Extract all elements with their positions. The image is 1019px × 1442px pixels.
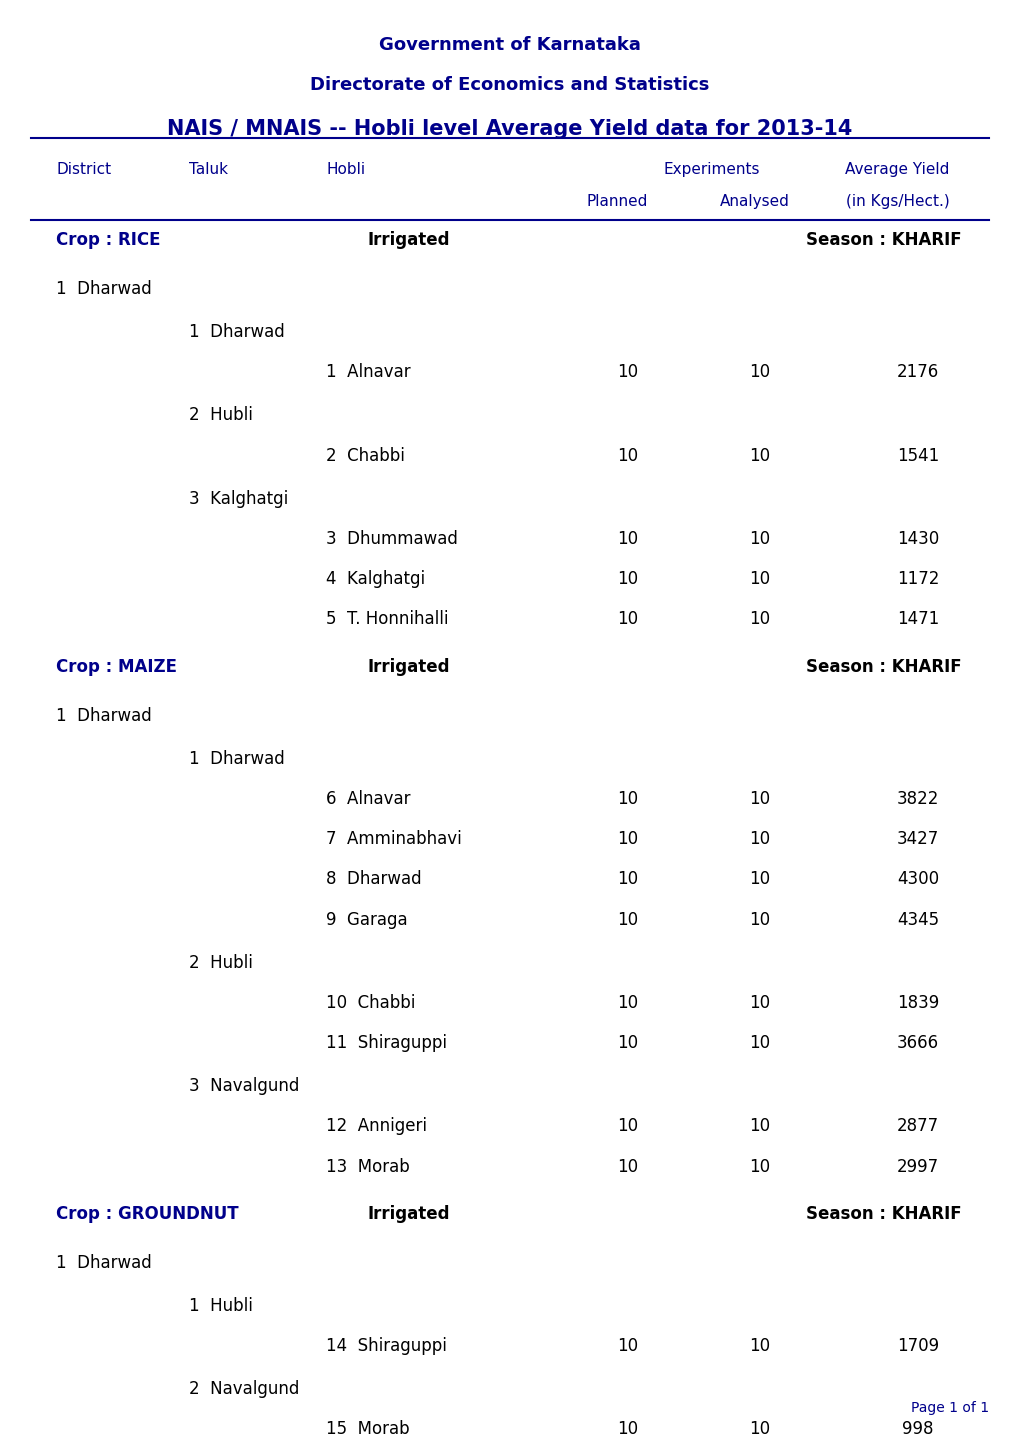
Text: 1172: 1172 (896, 570, 938, 588)
Text: Average Yield: Average Yield (845, 163, 949, 177)
Text: 12  Annigeri: 12 Annigeri (326, 1118, 427, 1135)
Text: 1709: 1709 (896, 1337, 938, 1355)
Text: 1  Hubli: 1 Hubli (189, 1296, 253, 1315)
Text: 9  Garaga: 9 Garaga (326, 910, 408, 929)
Text: 10: 10 (616, 447, 637, 464)
Text: 10: 10 (749, 531, 769, 548)
Text: Government of Karnataka: Government of Karnataka (379, 36, 640, 53)
Text: 1  Dharwad: 1 Dharwad (189, 323, 284, 342)
Text: Directorate of Economics and Statistics: Directorate of Economics and Statistics (310, 76, 709, 94)
Text: 10: 10 (749, 570, 769, 588)
Text: 3427: 3427 (896, 831, 938, 848)
Text: 10: 10 (749, 1420, 769, 1439)
Text: 5  T. Honnihalli: 5 T. Honnihalli (326, 610, 448, 629)
Text: Season : KHARIF: Season : KHARIF (805, 658, 961, 676)
Text: Irrigated: Irrigated (367, 658, 449, 676)
Text: 10: 10 (749, 1034, 769, 1053)
Text: 4345: 4345 (896, 910, 938, 929)
Text: 8  Dharwad: 8 Dharwad (326, 871, 422, 888)
Text: 10: 10 (749, 790, 769, 808)
Text: 10: 10 (616, 1034, 637, 1053)
Text: 1  Dharwad: 1 Dharwad (56, 280, 152, 298)
Text: 3666: 3666 (896, 1034, 938, 1053)
Text: 2176: 2176 (896, 363, 938, 381)
Text: 11  Shiraguppi: 11 Shiraguppi (326, 1034, 447, 1053)
Text: Hobli: Hobli (326, 163, 365, 177)
Text: 10: 10 (749, 610, 769, 629)
Text: 10: 10 (616, 790, 637, 808)
Text: 3  Navalgund: 3 Navalgund (189, 1077, 299, 1094)
Text: 10: 10 (749, 871, 769, 888)
Text: 6  Alnavar: 6 Alnavar (326, 790, 411, 808)
Text: Taluk: Taluk (189, 163, 227, 177)
Text: 10: 10 (616, 610, 637, 629)
Text: District: District (56, 163, 111, 177)
Text: 10  Chabbi: 10 Chabbi (326, 994, 416, 1012)
Text: 10: 10 (749, 363, 769, 381)
Text: Page 1 of 1: Page 1 of 1 (910, 1400, 988, 1415)
Text: 10: 10 (749, 447, 769, 464)
Text: 10: 10 (616, 1158, 637, 1175)
Text: 2  Hubli: 2 Hubli (189, 407, 253, 424)
Text: 7  Amminabhavi: 7 Amminabhavi (326, 831, 462, 848)
Text: 10: 10 (616, 994, 637, 1012)
Text: 1  Dharwad: 1 Dharwad (56, 707, 152, 725)
Text: 10: 10 (749, 1118, 769, 1135)
Text: 2  Navalgund: 2 Navalgund (189, 1380, 299, 1399)
Text: 14  Shiraguppi: 14 Shiraguppi (326, 1337, 447, 1355)
Text: 1  Dharwad: 1 Dharwad (56, 1253, 152, 1272)
Text: Season : KHARIF: Season : KHARIF (805, 1206, 961, 1223)
Text: Planned: Planned (586, 193, 647, 209)
Text: Crop : MAIZE: Crop : MAIZE (56, 658, 177, 676)
Text: 10: 10 (749, 1337, 769, 1355)
Text: 1  Alnavar: 1 Alnavar (326, 363, 411, 381)
Text: 4300: 4300 (896, 871, 938, 888)
Text: 10: 10 (749, 831, 769, 848)
Text: 1430: 1430 (896, 531, 938, 548)
Text: 3  Dhummawad: 3 Dhummawad (326, 531, 458, 548)
Text: 1  Dharwad: 1 Dharwad (189, 750, 284, 767)
Text: Crop : RICE: Crop : RICE (56, 231, 160, 249)
Text: 1541: 1541 (896, 447, 938, 464)
Text: 2  Hubli: 2 Hubli (189, 953, 253, 972)
Text: 10: 10 (616, 871, 637, 888)
Text: 1839: 1839 (896, 994, 938, 1012)
Text: Crop : GROUNDNUT: Crop : GROUNDNUT (56, 1206, 238, 1223)
Text: 10: 10 (616, 1337, 637, 1355)
Text: 3  Kalghatgi: 3 Kalghatgi (189, 490, 287, 508)
Text: Irrigated: Irrigated (367, 231, 449, 249)
Text: 3822: 3822 (896, 790, 938, 808)
Text: 10: 10 (616, 363, 637, 381)
Text: 10: 10 (616, 1420, 637, 1439)
Text: Experiments: Experiments (662, 163, 759, 177)
Text: 10: 10 (749, 1158, 769, 1175)
Text: 2997: 2997 (896, 1158, 938, 1175)
Text: 10: 10 (616, 531, 637, 548)
Text: Season : KHARIF: Season : KHARIF (805, 231, 961, 249)
Text: 10: 10 (616, 910, 637, 929)
Text: 998: 998 (902, 1420, 932, 1439)
Text: 15  Morab: 15 Morab (326, 1420, 410, 1439)
Text: 10: 10 (749, 910, 769, 929)
Text: 10: 10 (749, 994, 769, 1012)
Text: 2877: 2877 (896, 1118, 938, 1135)
Text: 1471: 1471 (896, 610, 938, 629)
Text: NAIS / MNAIS -- Hobli level Average Yield data for 2013-14: NAIS / MNAIS -- Hobli level Average Yiel… (167, 120, 852, 140)
Text: 10: 10 (616, 831, 637, 848)
Text: 2  Chabbi: 2 Chabbi (326, 447, 405, 464)
Text: (in Kgs/Hect.): (in Kgs/Hect.) (845, 193, 949, 209)
Text: 10: 10 (616, 570, 637, 588)
Text: 4  Kalghatgi: 4 Kalghatgi (326, 570, 425, 588)
Text: 13  Morab: 13 Morab (326, 1158, 410, 1175)
Text: Irrigated: Irrigated (367, 1206, 449, 1223)
Text: 10: 10 (616, 1118, 637, 1135)
Text: Analysed: Analysed (719, 193, 789, 209)
